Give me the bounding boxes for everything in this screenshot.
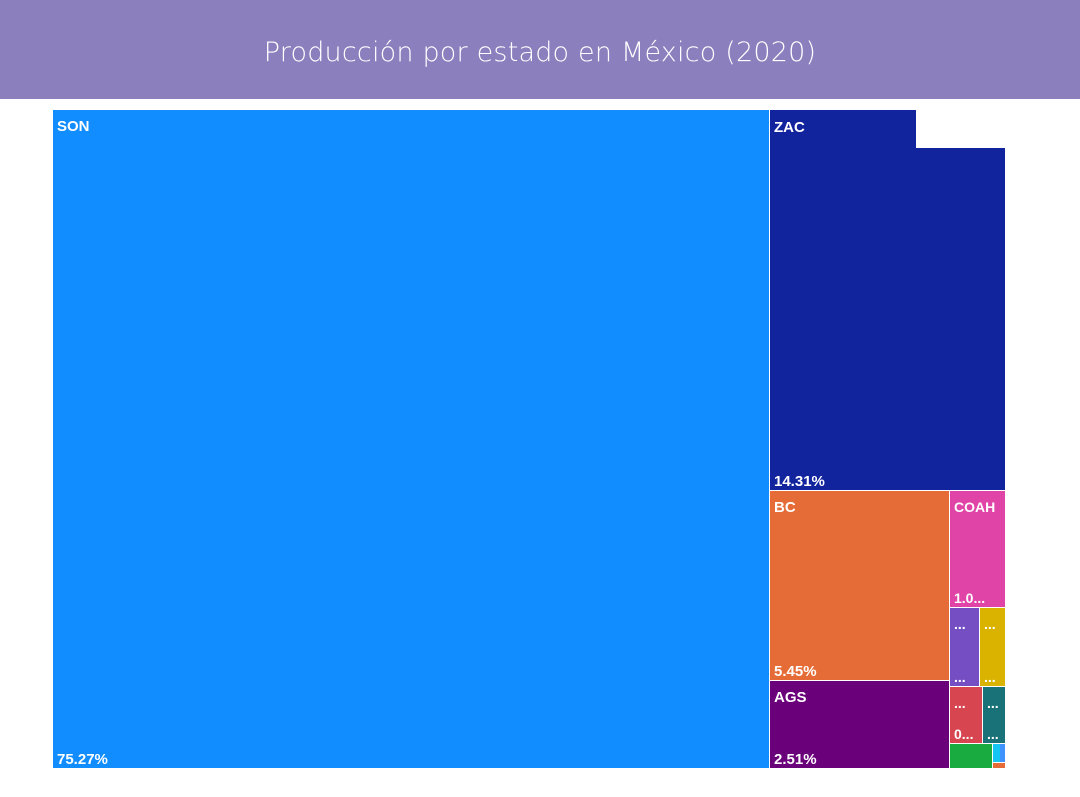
tile-value-item-7: 0... <box>954 726 973 742</box>
tile-label-son: SON <box>57 118 90 135</box>
tile-label-item-5: ... <box>954 616 966 632</box>
treemap-tile-ags[interactable] <box>770 681 949 768</box>
tile-label-bc: BC <box>774 499 796 516</box>
tile-label-zac: ZAC <box>774 119 805 136</box>
tile-label-item-8: ... <box>987 695 999 711</box>
treemap-tile-item-8[interactable] <box>983 687 1005 743</box>
treemap-tile-coah[interactable] <box>950 491 1005 607</box>
treemap-tile-item-9[interactable] <box>950 744 992 768</box>
treemap-tile-zac-top[interactable] <box>770 110 916 148</box>
tile-value-bc: 5.45% <box>774 663 817 680</box>
tile-value-ags: 2.51% <box>774 751 817 768</box>
tile-value-item-8: ... <box>987 726 999 742</box>
tile-label-ags: AGS <box>774 689 807 706</box>
treemap-tile-item-7[interactable] <box>950 687 982 743</box>
tile-value-zac: 14.31% <box>774 473 825 490</box>
treemap-tile-zac[interactable] <box>770 148 1005 490</box>
tile-value-item-6: ... <box>984 669 996 685</box>
tile-label-item-6: ... <box>984 616 996 632</box>
treemap-tile-bc[interactable] <box>770 491 949 680</box>
chart-header: Producción por estado en México (2020) <box>0 0 1080 99</box>
treemap-tile-item-11[interactable] <box>1000 744 1005 762</box>
tile-label-coah: COAH <box>954 499 995 515</box>
tile-value-coah: 1.0... <box>954 590 985 606</box>
treemap-tile-son[interactable] <box>53 110 769 768</box>
treemap-tile-item-5[interactable] <box>950 608 979 686</box>
treemap-tile-item-6[interactable] <box>980 608 1005 686</box>
tile-value-son: 75.27% <box>57 751 108 768</box>
tile-label-item-7: ... <box>954 695 966 711</box>
tile-value-item-5: ... <box>954 669 966 685</box>
chart-title: Producción por estado en México (2020) <box>263 37 817 68</box>
treemap-tile-item-12[interactable] <box>993 763 1005 768</box>
treemap-tile-item-10[interactable] <box>993 744 1000 762</box>
